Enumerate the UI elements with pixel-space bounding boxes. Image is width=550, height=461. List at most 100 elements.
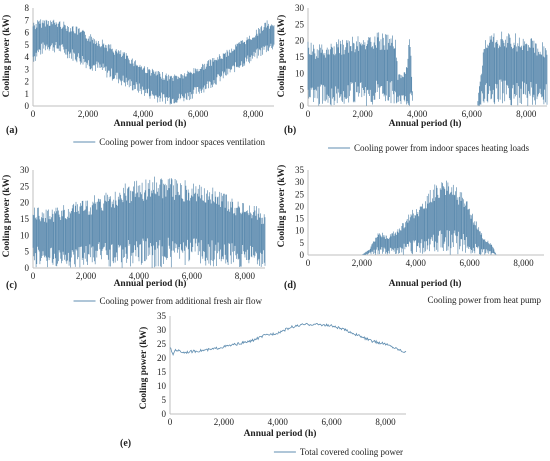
y-tick-label: 5 (162, 395, 167, 405)
series-group (32, 19, 275, 105)
x-tick-label: 2,000 (78, 109, 99, 119)
y-tick-label: 30 (295, 3, 305, 13)
legend-label: Total covered cooling power (300, 447, 403, 457)
panel-label: (b) (284, 125, 296, 136)
y-tick-label: 8 (25, 3, 30, 13)
x-tick-label: 2,000 (76, 271, 97, 281)
y-tick-label: 5 (25, 247, 30, 257)
y-axis-title: Cooling power (kW) (1, 15, 12, 98)
y-tick-label: 6 (25, 28, 30, 38)
x-tick-label: 4,000 (407, 109, 428, 119)
legend-label: Cooling power from heat pump (428, 295, 542, 305)
y-tick-label: 10 (295, 68, 305, 78)
legend-label: Cooling power from indoor spaces ventila… (99, 137, 265, 147)
y-tick-label: 25 (295, 19, 305, 29)
y-axis-title: Cooling power (kW) (276, 165, 287, 248)
series-band (362, 180, 497, 255)
y-tick-label: 5 (300, 85, 305, 95)
x-tick-label: 4,000 (406, 258, 427, 268)
panel-label: (c) (6, 280, 17, 291)
y-tick-label: 15 (20, 214, 30, 224)
x-tick-label: 2,000 (352, 258, 373, 268)
y-tick-label: 30 (157, 325, 167, 335)
x-axis-title: Annual period (h) (389, 278, 462, 289)
y-tick-label: 3 (25, 64, 30, 74)
series-group (169, 322, 407, 357)
x-tick-label: 8,000 (516, 109, 537, 119)
y-tick-label: 20 (295, 36, 305, 46)
y-tick-label: 0 (300, 101, 305, 111)
x-tick-label: 4,000 (129, 271, 150, 281)
panel-label: (d) (284, 280, 296, 291)
x-tick-label: 8,000 (235, 271, 256, 281)
y-axis-title: Cooling power (kW) (138, 327, 149, 410)
chart-panel-3: 0 5 10 15 20 25 30 0 2,000 4,000 6,000 8,000 Annual … (1, 165, 266, 306)
x-tick-label: 4,000 (133, 109, 154, 119)
series-line (169, 322, 407, 357)
x-tick-label: 8,000 (375, 417, 396, 427)
x-tick-label: 0 (31, 271, 36, 281)
y-axis-title: Cooling power (kW) (1, 175, 12, 258)
y-tick-label: 15 (295, 52, 305, 62)
x-tick-label: 0 (31, 109, 36, 119)
y-tick-label: 25 (295, 189, 305, 199)
series-band (32, 19, 275, 105)
y-tick-label: 15 (157, 367, 167, 377)
y-axis-title: Cooling power (kW) (276, 15, 287, 98)
x-axis-title: Annual period (h) (244, 428, 317, 439)
y-tick-label: 4 (25, 52, 30, 62)
x-axis-title: Annual period (h) (114, 278, 187, 289)
y-tick-label: 20 (157, 353, 167, 363)
x-tick-label: 0 (306, 258, 311, 268)
panel-label: (e) (120, 438, 131, 449)
series-group (362, 180, 497, 255)
y-tick-label: 15 (295, 214, 305, 224)
chart-panel-2: 0 5 10 15 20 25 30 0 2,000 4,000 6,000 8,000 Annual … (276, 3, 548, 153)
x-tick-label: 0 (168, 417, 173, 427)
x-tick-label: 6,000 (182, 271, 203, 281)
series-band (32, 176, 266, 268)
x-tick-label: 8,000 (513, 258, 534, 268)
x-tick-label: 6,000 (462, 109, 483, 119)
x-tick-label: 8,000 (243, 109, 264, 119)
legend-label: Cooling power from indoor spaces heating… (354, 143, 529, 153)
series-group (307, 31, 548, 106)
y-tick-label: 25 (20, 181, 30, 191)
y-tick-label: 20 (295, 201, 305, 211)
x-tick-label: 6,000 (322, 417, 343, 427)
y-tick-label: 7 (25, 15, 30, 25)
x-tick-label: 2,000 (214, 417, 235, 427)
series-group (32, 176, 266, 268)
y-tick-label: 10 (295, 226, 305, 236)
y-tick-label: 20 (20, 198, 30, 208)
y-tick-label: 30 (20, 165, 30, 175)
y-tick-label: 1 (25, 89, 30, 99)
y-tick-label: 10 (20, 230, 30, 240)
chart-panel-5: 0 5 10 15 20 25 30 35 0 2,000 4,000 6,000 8,000 Annua… (120, 311, 407, 457)
y-tick-label: 25 (157, 339, 167, 349)
y-tick-label: 5 (300, 238, 305, 248)
y-tick-label: 2 (25, 77, 30, 87)
x-tick-label: 6,000 (460, 258, 481, 268)
y-tick-label: 0 (25, 263, 30, 273)
x-tick-label: 6,000 (188, 109, 209, 119)
x-axis-title: Annual period (h) (389, 118, 462, 129)
y-tick-label: 30 (295, 177, 305, 187)
y-tick-label: 10 (157, 381, 167, 391)
x-tick-label: 0 (306, 109, 311, 119)
y-tick-label: 0 (162, 409, 167, 419)
y-tick-label: 35 (295, 165, 305, 175)
x-axis-title: Annual period (h) (114, 118, 187, 129)
legend-label: Cooling power from additional fresh air … (100, 296, 263, 306)
y-tick-label: 0 (25, 101, 30, 111)
y-tick-label: 0 (300, 250, 305, 260)
y-tick-label: 5 (25, 40, 30, 50)
x-tick-label: 4,000 (268, 417, 289, 427)
y-tick-label: 35 (157, 311, 167, 321)
panel-label: (a) (6, 125, 18, 136)
x-tick-label: 2,000 (352, 109, 373, 119)
series-band (307, 31, 548, 106)
